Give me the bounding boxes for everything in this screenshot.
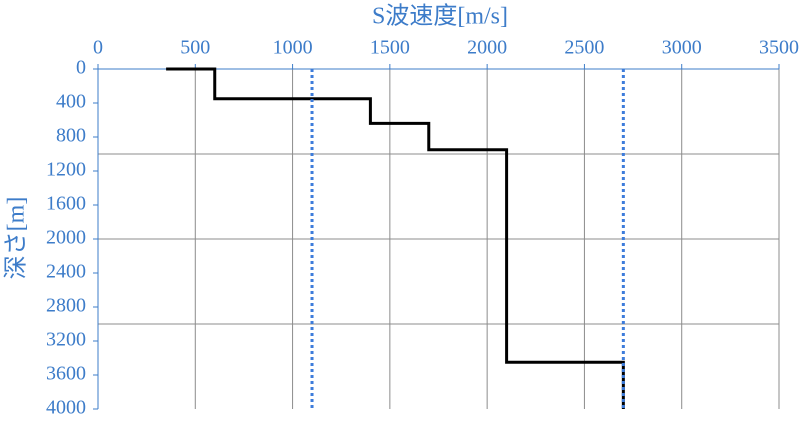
y-tick-label: 3600	[46, 363, 86, 385]
x-tick-label: 3500	[759, 37, 799, 59]
x-tick-label: 2000	[467, 37, 507, 59]
y-tick-label: 400	[56, 91, 86, 113]
y-tick-label: 2000	[46, 227, 86, 249]
x-tick-label: 2500	[564, 37, 604, 59]
x-tick-label: 500	[180, 37, 210, 59]
x-tick-label: 1500	[370, 37, 410, 59]
y-tick-label: 3200	[46, 329, 86, 351]
y-tick-label: 0	[76, 57, 86, 79]
x-tick-label: 1000	[273, 37, 313, 59]
y-axis-label: 深さ[m]	[3, 197, 30, 280]
y-tick-label: 1200	[46, 159, 86, 181]
y-tick-label: 4000	[46, 397, 86, 419]
series-line	[166, 67, 625, 409]
y-tick-label: 800	[56, 125, 86, 147]
y-tick-label: 2400	[46, 261, 86, 283]
chart-title: S波速度[m/s]	[372, 3, 508, 30]
x-tick-label: 3000	[662, 37, 702, 59]
x-tick-label: 0	[93, 37, 103, 59]
y-tick-label: 1600	[46, 193, 86, 215]
y-tick-label: 2800	[46, 295, 86, 317]
